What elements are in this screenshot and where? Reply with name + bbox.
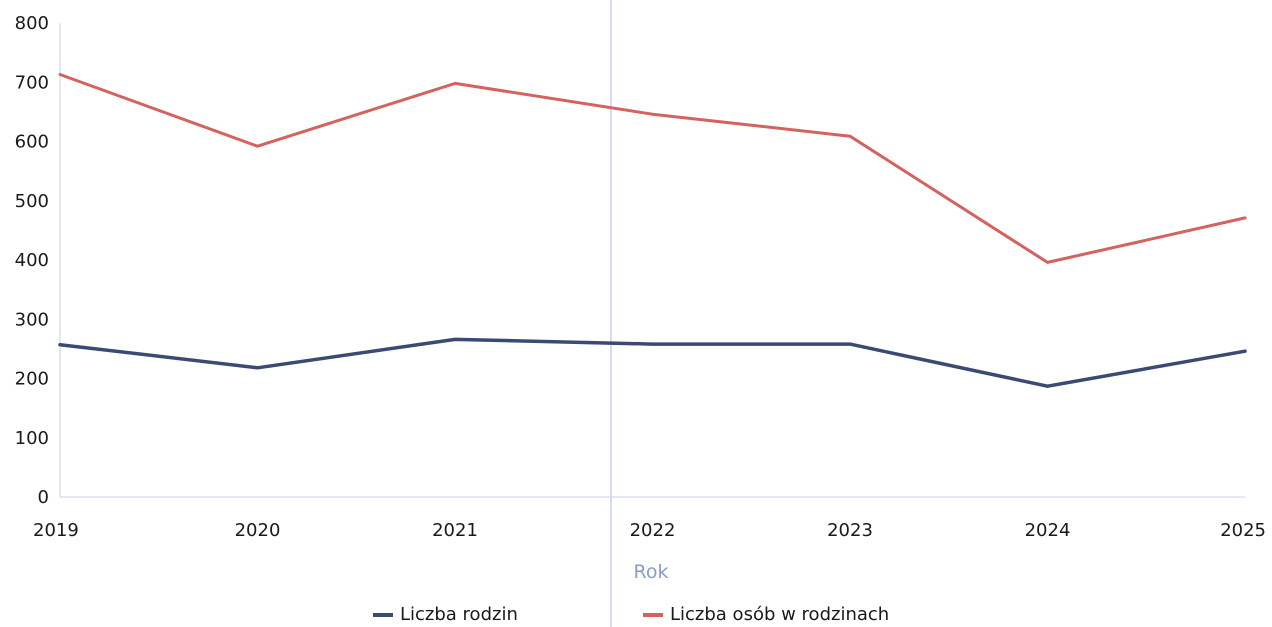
- data-point[interactable]: [1243, 216, 1247, 220]
- x-axis-title: Rok: [634, 561, 669, 583]
- data-point[interactable]: [256, 366, 260, 370]
- data-point[interactable]: [651, 112, 655, 116]
- y-tick-label: 700: [15, 72, 49, 93]
- series-line-families[interactable]: [58, 337, 1247, 388]
- x-tick-label: 2024: [1025, 520, 1071, 541]
- legend-label-families: Liczba rodzin: [400, 604, 518, 625]
- y-tick-label: 200: [15, 369, 49, 390]
- x-axis: 2019 2020 2021 2022 2023 2024 2025: [33, 520, 1266, 541]
- series-line-persons[interactable]: [58, 73, 1247, 264]
- legend-item-families[interactable]: Liczba rodzin: [373, 604, 518, 625]
- data-point[interactable]: [848, 134, 852, 138]
- data-point[interactable]: [1046, 384, 1050, 388]
- data-point[interactable]: [58, 343, 62, 347]
- data-point[interactable]: [453, 337, 457, 341]
- y-tick-label: 0: [38, 487, 49, 508]
- data-point[interactable]: [848, 342, 852, 346]
- y-tick-label: 100: [15, 428, 49, 449]
- legend-swatch-families: [373, 612, 393, 617]
- y-axis: 0 100 200 300 400 500 600 700 800: [15, 13, 49, 508]
- x-tick-label: 2020: [235, 520, 281, 541]
- legend-swatch-persons: [643, 612, 663, 617]
- x-tick-label: 2023: [827, 520, 873, 541]
- data-point[interactable]: [1046, 260, 1050, 264]
- y-tick-label: 500: [15, 191, 49, 212]
- legend-label-persons: Liczba osób w rodzinach: [670, 604, 890, 625]
- y-tick-label: 600: [15, 132, 49, 153]
- x-tick-label: 2025: [1220, 520, 1266, 541]
- series-layer: [58, 73, 1247, 388]
- data-point[interactable]: [256, 144, 260, 148]
- data-point[interactable]: [1243, 349, 1247, 353]
- data-point[interactable]: [453, 81, 457, 85]
- x-tick-label: 2021: [432, 520, 478, 541]
- data-point[interactable]: [58, 73, 62, 77]
- legend: Liczba rodzin Liczba osób w rodzinach: [0, 604, 1272, 627]
- y-tick-label: 800: [15, 13, 49, 34]
- x-tick-label: 2022: [630, 520, 676, 541]
- y-tick-label: 400: [15, 250, 49, 271]
- legend-item-persons[interactable]: Liczba osób w rodzinach: [643, 604, 889, 625]
- data-point[interactable]: [651, 342, 655, 346]
- y-tick-label: 300: [15, 309, 49, 330]
- x-tick-label: 2019: [33, 520, 79, 541]
